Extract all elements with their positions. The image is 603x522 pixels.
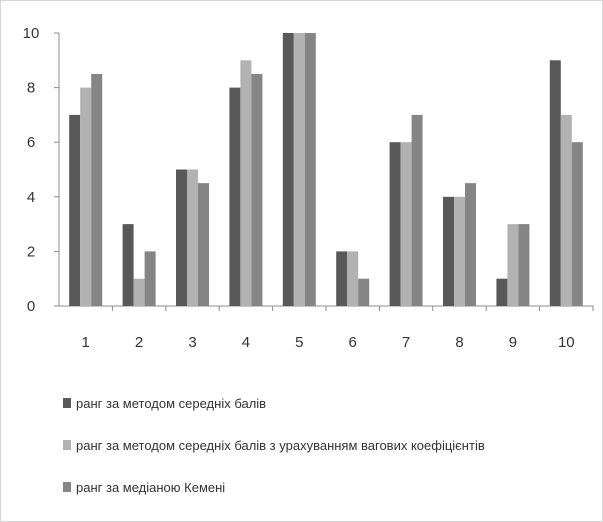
- bar-series-3-cat-2: [144, 251, 156, 306]
- legend-label: ранг за методом середніх балів: [76, 395, 267, 411]
- x-tick-label: 2: [135, 334, 143, 351]
- legend-swatch: [63, 440, 71, 450]
- y-tick-label: 2: [27, 243, 35, 260]
- bar-series-3-cat-7: [411, 114, 423, 307]
- bar-series-2-cat-6: [347, 251, 359, 306]
- bar-series-3-cat-5: [304, 33, 316, 306]
- bar-series-2-cat-7: [400, 142, 412, 306]
- legend: ранг за методом середніх балів ранг за ме…: [63, 393, 593, 519]
- legend-item-1: ранг за методом середніх балів: [63, 393, 593, 413]
- x-tick-label: 9: [509, 334, 517, 351]
- legend-swatch: [63, 398, 71, 408]
- y-tick-label: 8: [27, 80, 35, 97]
- bar-series-1-cat-6: [336, 251, 348, 306]
- bar-series-2-cat-8: [454, 196, 465, 306]
- x-tick-label: 1: [82, 334, 90, 351]
- legend-label: ранг за методом середніх балів з урахува…: [76, 437, 485, 453]
- bar-series-2-cat-10: [560, 114, 572, 307]
- legend-item-2: ранг за методом середніх балів з урахува…: [63, 435, 593, 455]
- bar-series-1-cat-2: [122, 224, 134, 306]
- x-tick-label: 5: [295, 334, 303, 351]
- x-tick-label: 6: [349, 334, 357, 351]
- bar-series-1-cat-9: [496, 278, 508, 306]
- x-tick-label: 8: [455, 334, 463, 351]
- bar-series-3-cat-8: [465, 183, 476, 306]
- bar-series-2-cat-2: [133, 278, 145, 306]
- legend-label: ранг за медіаною Кемені: [76, 479, 226, 495]
- x-tick-label: 3: [188, 334, 196, 351]
- bar-series-3-cat-9: [518, 224, 530, 306]
- legend-swatch: [63, 482, 71, 492]
- bar-series-2-cat-4: [240, 60, 252, 306]
- x-tick-label: 4: [242, 334, 250, 351]
- bar-series-3-cat-6: [358, 278, 370, 306]
- bar-series-1-cat-3: [176, 169, 187, 306]
- bar-series-1-cat-5: [282, 33, 294, 306]
- bar-series-1-cat-8: [443, 196, 454, 306]
- bar-series-2-cat-5: [293, 33, 305, 306]
- bar-series-3-cat-3: [198, 183, 209, 306]
- x-tick-label: 7: [402, 334, 410, 351]
- y-tick-label: 0: [27, 298, 35, 315]
- bar-series-1-cat-7: [389, 142, 401, 306]
- bars-group: [69, 33, 583, 307]
- y-tick-label: 6: [27, 134, 35, 151]
- y-tick-label: 4: [27, 189, 35, 206]
- y-axis-ticks: 0 2 4 6 8 10: [23, 25, 59, 315]
- bar-series-1-cat-4: [229, 87, 241, 306]
- bar-series-1-cat-1: [69, 114, 81, 307]
- bar-series-3-cat-4: [251, 73, 263, 306]
- bar-series-1-cat-10: [549, 60, 561, 306]
- bar-series-3-cat-10: [571, 142, 583, 306]
- legend-item-3: ранг за медіаною Кемені: [63, 477, 593, 497]
- x-axis-ticks: 1 2 3 4 5 6 7 8 9 10: [82, 306, 594, 351]
- bar-series-2-cat-9: [507, 224, 519, 306]
- bar-series-3-cat-1: [91, 73, 103, 306]
- bar-series-2-cat-1: [80, 87, 92, 306]
- y-tick-label: 10: [23, 25, 40, 42]
- x-tick-label: 10: [558, 334, 575, 351]
- bar-series-2-cat-3: [187, 169, 198, 306]
